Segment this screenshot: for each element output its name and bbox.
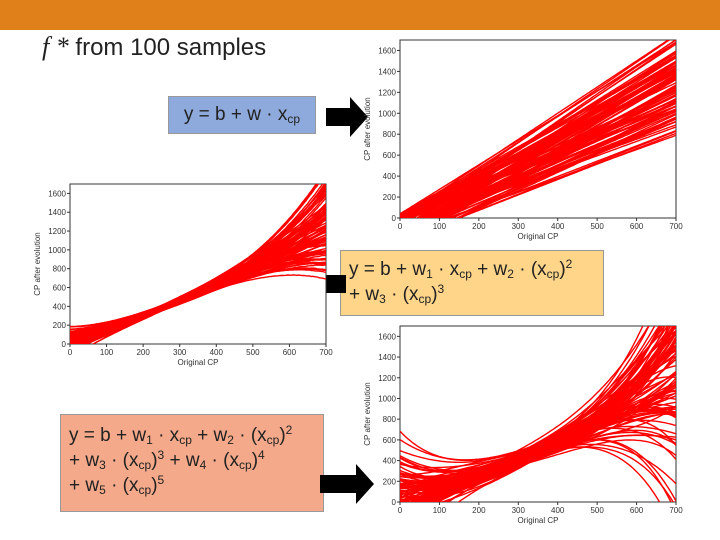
fit-curve	[436, 326, 675, 502]
fit-curve	[427, 118, 676, 218]
x-axis-label: Original CP	[178, 358, 219, 367]
fit-curve	[401, 355, 676, 502]
fit-curve	[416, 62, 676, 218]
y-axis-label: CP after evolution	[363, 382, 372, 445]
y-tick-label: 1600	[48, 189, 66, 198]
y-tick-label: 800	[383, 130, 397, 139]
x-axis-label: Original CP	[518, 232, 559, 241]
x-tick-label: 0	[68, 348, 73, 357]
x-tick-label: 700	[319, 348, 333, 357]
x-tick-label: 400	[551, 506, 565, 515]
x-tick-label: 600	[630, 222, 644, 231]
x-tick-label: 100	[433, 222, 447, 231]
y-tick-label: 0	[392, 498, 397, 507]
y-tick-label: 1200	[378, 88, 396, 97]
fit-curve	[400, 82, 676, 215]
x-tick-label: 200	[472, 222, 486, 231]
x-tick-label: 500	[590, 222, 604, 231]
y-tick-label: 400	[53, 302, 67, 311]
fit-curve	[408, 60, 676, 218]
quintic-model-equation: y = b + w1 · xcp + w2 · (xcp)2 + w3 · (xc…	[60, 414, 324, 512]
fit-curve	[429, 91, 676, 218]
y-tick-label: 800	[53, 265, 67, 274]
y-tick-label: 1200	[378, 374, 396, 383]
x-tick-label: 600	[283, 348, 297, 357]
x-tick-label: 0	[398, 506, 403, 515]
cubic-fit-plot: 0 100 200 300 400 500 600 700 0 200 400 600 800 1000 1…	[30, 174, 340, 378]
y-tick-label: 600	[53, 284, 67, 293]
x-tick-label: 300	[512, 506, 526, 515]
x-tick-label: 600	[630, 506, 644, 515]
x-axis-label: Original CP	[518, 516, 559, 525]
slide-title: f * from 100 samples	[42, 32, 266, 62]
x-tick-label: 100	[433, 506, 447, 515]
y-tick-label: 1400	[378, 353, 396, 362]
y-tick-label: 1000	[48, 246, 66, 255]
y-tick-label: 1000	[378, 109, 396, 118]
y-tick-label: 1600	[378, 332, 396, 341]
x-tick-label: 700	[669, 222, 683, 231]
y-tick-label: 400	[383, 172, 397, 181]
y-tick-label: 200	[53, 321, 67, 330]
fit-curve	[457, 117, 676, 218]
x-tick-label: 200	[472, 506, 486, 515]
f-star-symbol: f *	[42, 32, 69, 61]
quintic-fit-plot: 0 100 200 300 400 500 600 700 0 200 400 600 800 1000 1…	[360, 318, 690, 534]
x-tick-label: 400	[210, 348, 224, 357]
y-tick-label: 800	[383, 415, 397, 424]
fit-curve	[412, 326, 650, 502]
x-tick-label: 100	[100, 348, 114, 357]
y-tick-label: 1600	[378, 46, 396, 55]
y-axis-label: CP after evolution	[363, 97, 372, 160]
fit-curve	[448, 129, 676, 218]
fit-curve	[400, 356, 676, 500]
x-tick-label: 200	[136, 348, 150, 357]
fit-curve	[456, 130, 676, 218]
fit-curve	[425, 70, 676, 218]
y-tick-label: 1200	[48, 227, 66, 236]
y-tick-label: 0	[62, 340, 67, 349]
fit-curve	[457, 132, 676, 218]
y-tick-label: 1400	[48, 208, 66, 217]
fit-curve	[70, 234, 326, 341]
x-tick-label: 700	[669, 506, 683, 515]
x-tick-label: 500	[590, 506, 604, 515]
fit-curve	[441, 74, 676, 218]
curves-group	[70, 184, 326, 344]
fit-curve	[400, 390, 676, 492]
fit-curve	[400, 41, 676, 215]
fit-curve	[421, 102, 676, 218]
y-tick-label: 200	[383, 193, 397, 202]
fit-curve	[400, 439, 676, 479]
y-tick-label: 400	[383, 457, 397, 466]
x-tick-label: 0	[398, 222, 403, 231]
title-text: from 100 samples	[68, 34, 267, 61]
curves-group	[400, 40, 676, 218]
header-bar	[0, 0, 720, 30]
x-tick-label: 500	[246, 348, 260, 357]
fit-curve	[400, 392, 676, 502]
linear-fit-plot: 0 100 200 300 400 500 600 700 0 200 400 600 800 1000 1…	[360, 32, 690, 250]
y-tick-label: 1000	[378, 394, 396, 403]
y-tick-label: 1400	[378, 67, 396, 76]
x-tick-label: 300	[173, 348, 187, 357]
y-tick-label: 600	[383, 151, 397, 160]
fit-curve	[400, 40, 670, 218]
arrow-right-icon	[320, 464, 374, 504]
y-axis-label: CP after evolution	[33, 232, 42, 295]
fit-curve	[411, 61, 676, 218]
y-tick-label: 200	[383, 477, 397, 486]
x-tick-label: 300	[512, 222, 526, 231]
y-tick-label: 600	[383, 436, 397, 445]
curves-group	[400, 326, 676, 502]
linear-model-equation: y = b + w · xcp	[168, 96, 316, 134]
y-tick-label: 0	[392, 214, 397, 223]
arrow-right-icon	[326, 97, 368, 137]
x-tick-label: 400	[551, 222, 565, 231]
cubic-model-equation: y = b + w1 · xcp + w2 · (xcp)2 + w3 · (xc…	[340, 250, 604, 316]
